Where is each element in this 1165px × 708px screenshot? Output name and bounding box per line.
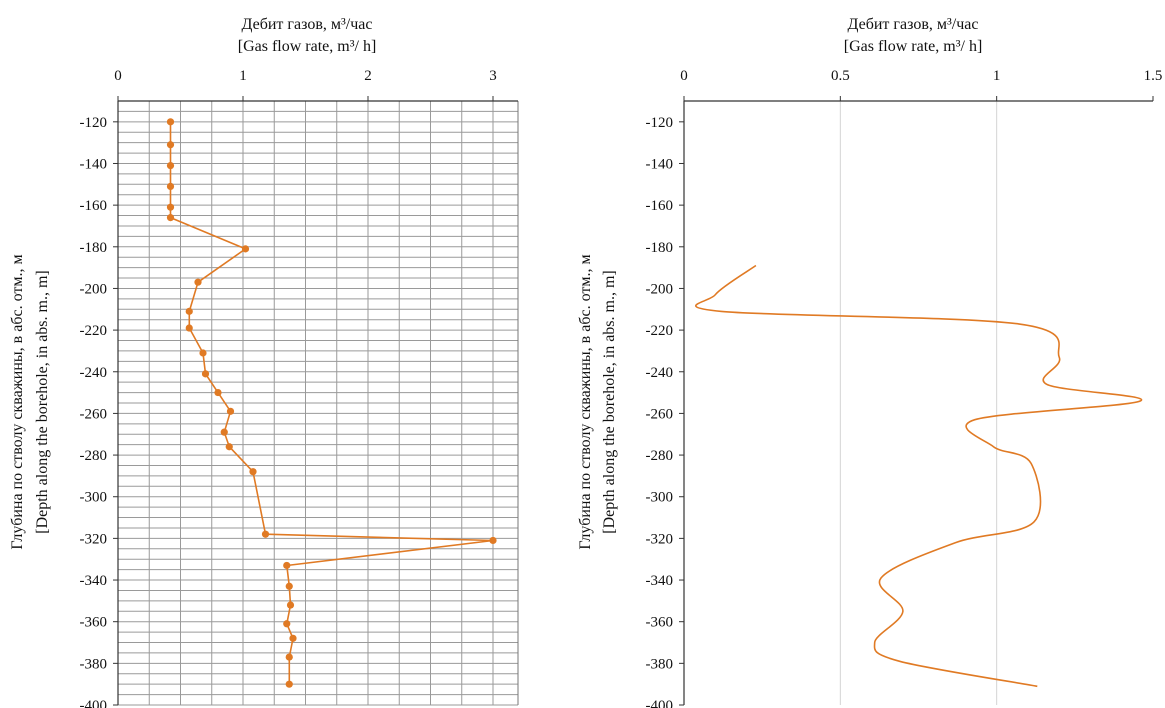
y-tick-label: -320 xyxy=(646,531,674,547)
data-point xyxy=(166,214,175,222)
data-point xyxy=(241,245,250,253)
y-tick-label: -280 xyxy=(80,448,108,464)
data-point xyxy=(166,203,175,211)
chart-panel-2: 0 0.5 1 1.5 -120 -140 -160 -180 -200 -220 -240 -260… xyxy=(577,16,1162,708)
data-point xyxy=(185,324,193,332)
chart-panel-1: 0 1 2 3 -120 -140 -160 -180 -200 -220 -240 -260 -280… xyxy=(9,16,519,708)
y-tick-label: -300 xyxy=(80,490,108,506)
y-tick-label: -200 xyxy=(80,281,108,297)
data-point xyxy=(283,561,291,570)
x-tick-label: 0 xyxy=(114,68,122,84)
x-tick-label: 0 xyxy=(680,68,688,84)
y-tick-label: -320 xyxy=(80,531,108,547)
y-tick-label: -260 xyxy=(80,406,108,422)
y-tick-label: -360 xyxy=(80,615,108,631)
data-point xyxy=(166,182,175,190)
x-axis-title-en: [Gas flow rate, m³/ h] xyxy=(238,38,377,55)
data-point xyxy=(201,370,210,378)
y-tick-label: -280 xyxy=(646,448,674,464)
data-point xyxy=(220,428,228,436)
x-tick-label: 1.5 xyxy=(1144,68,1163,84)
y-tick-label: -180 xyxy=(80,240,108,256)
x-axis-title: Дебит газов, м³/час xyxy=(848,16,979,33)
y-tick-label: -220 xyxy=(646,323,674,339)
x-axis-title-en: [Gas flow rate, m³/ h] xyxy=(844,38,983,55)
y-tick-label: -240 xyxy=(646,365,674,381)
y-tick-label: -160 xyxy=(646,198,674,214)
y-tick-label: -380 xyxy=(646,656,674,672)
data-point xyxy=(166,141,175,149)
data-point xyxy=(166,161,175,170)
y-axis-title-en: [Depth along the borehole, in abs. m., m… xyxy=(34,270,51,534)
data-point xyxy=(261,530,270,538)
y-axis-title: Глубина по стволу скважины, в абс. отм.,… xyxy=(577,254,594,549)
y-tick-label: -120 xyxy=(80,115,108,131)
data-point xyxy=(225,443,233,451)
y-tick-label: -340 xyxy=(646,573,674,589)
y-tick-label: -180 xyxy=(646,240,674,256)
data-point xyxy=(199,349,207,357)
data-point xyxy=(226,407,235,415)
data-point xyxy=(249,468,257,476)
data-point xyxy=(285,582,293,590)
y-tick-label: -220 xyxy=(80,323,108,339)
y-tick-label: -120 xyxy=(646,115,674,131)
y-tick-label: -140 xyxy=(646,156,674,172)
data-point xyxy=(283,620,291,628)
y-tick-label: -240 xyxy=(80,365,108,381)
data-point xyxy=(286,601,295,609)
y-tick-label: -140 xyxy=(80,156,108,172)
x-tick-label: 0.5 xyxy=(831,68,850,84)
y-tick-label: -340 xyxy=(80,573,108,589)
y-tick-label: -300 xyxy=(646,490,674,506)
y-tick-label: -400 xyxy=(80,698,108,708)
data-point xyxy=(285,653,293,661)
x-tick-label: 3 xyxy=(489,68,497,84)
y-tick-label: -360 xyxy=(646,615,674,631)
data-point xyxy=(166,118,175,126)
series-line xyxy=(695,264,1143,688)
y-tick-label: -380 xyxy=(80,656,108,672)
y-axis-title-en: [Depth along the borehole, in abs. m., m… xyxy=(601,270,618,534)
data-point xyxy=(285,680,293,688)
data-point xyxy=(489,536,497,545)
y-tick-label: -160 xyxy=(80,198,108,214)
data-point xyxy=(214,388,222,397)
y-tick-label: -200 xyxy=(646,281,674,297)
y-tick-label: -260 xyxy=(646,406,674,422)
x-tick-label: 2 xyxy=(364,68,372,84)
y-tick-label: -400 xyxy=(646,698,674,708)
data-point xyxy=(194,278,202,286)
x-axis-title: Дебит газов, м³/час xyxy=(242,16,373,33)
x-tick-label: 1 xyxy=(993,68,1001,84)
data-point xyxy=(289,634,297,642)
y-axis-title: Глубина по стволу скважины, в абс. отм.,… xyxy=(9,254,26,549)
data-point xyxy=(185,307,193,315)
x-tick-label: 1 xyxy=(239,68,247,84)
